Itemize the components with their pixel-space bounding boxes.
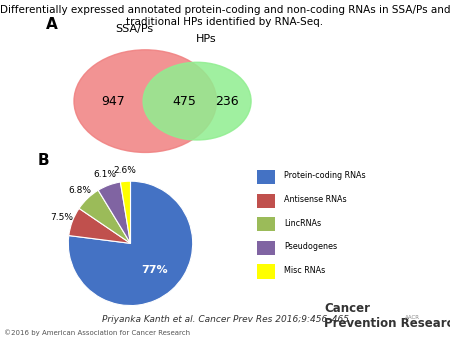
Text: 947: 947	[101, 95, 125, 107]
Wedge shape	[121, 181, 130, 243]
Text: SSA/Ps: SSA/Ps	[115, 24, 153, 34]
Circle shape	[143, 62, 251, 140]
Text: 6.8%: 6.8%	[68, 186, 91, 195]
Text: 6.1%: 6.1%	[94, 170, 117, 179]
Text: 475: 475	[172, 95, 196, 107]
FancyBboxPatch shape	[256, 265, 275, 279]
Wedge shape	[69, 209, 130, 243]
Text: 77%: 77%	[141, 265, 168, 275]
Text: Differentially expressed annotated protein-coding and non-coding RNAs in SSA/Ps : Differentially expressed annotated prote…	[0, 5, 450, 27]
FancyBboxPatch shape	[256, 217, 275, 231]
Text: A: A	[46, 17, 58, 32]
Text: Priyanka Kanth et al. Cancer Prev Res 2016;9:456–465: Priyanka Kanth et al. Cancer Prev Res 20…	[102, 315, 348, 324]
Text: B: B	[37, 153, 49, 168]
Text: ©2016 by American Association for Cancer Research: ©2016 by American Association for Cancer…	[4, 330, 191, 336]
Wedge shape	[98, 182, 130, 243]
Wedge shape	[68, 181, 193, 306]
Text: AACR: AACR	[405, 315, 420, 320]
Text: Pseudogenes: Pseudogenes	[284, 242, 338, 251]
Text: Antisense RNAs: Antisense RNAs	[284, 195, 347, 204]
Text: Misc RNAs: Misc RNAs	[284, 266, 325, 275]
FancyBboxPatch shape	[256, 241, 275, 255]
FancyBboxPatch shape	[256, 170, 275, 184]
Text: 236: 236	[216, 95, 239, 107]
Text: LincRNAs: LincRNAs	[284, 219, 321, 227]
Wedge shape	[79, 190, 130, 243]
Text: Cancer
Prevention Research: Cancer Prevention Research	[324, 301, 450, 330]
Text: Protein-coding RNAs: Protein-coding RNAs	[284, 171, 366, 180]
Text: HPs: HPs	[195, 33, 216, 44]
Text: 7.5%: 7.5%	[50, 213, 73, 222]
Text: 2.6%: 2.6%	[113, 166, 136, 175]
FancyBboxPatch shape	[256, 193, 275, 208]
Circle shape	[74, 50, 216, 152]
